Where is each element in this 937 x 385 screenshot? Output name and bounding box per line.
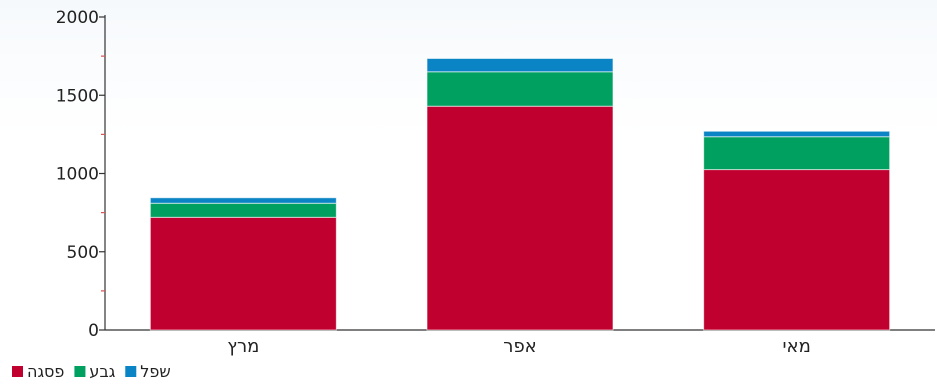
bar-segment[interactable] [149,216,337,331]
bar-segment[interactable] [426,105,614,331]
bar-segment[interactable] [426,57,614,73]
legend-label: גבע [89,362,115,381]
bar-segment[interactable] [703,130,891,138]
x-tick-label: אפר [503,336,536,357]
legend-label: שפל [140,362,170,381]
y-tick-label: 1500 [56,86,99,106]
y-tick-label: 0 [88,321,99,341]
bar-segment[interactable] [149,202,337,218]
x-axis-labels: מרץ אפר מאי [227,336,811,357]
x-tick-label: מרץ [227,336,259,357]
y-tick-label: 2000 [56,8,99,28]
bar-segment[interactable] [703,169,891,331]
bar-segment[interactable] [703,136,891,171]
legend-swatch [125,366,137,377]
y-tick-label: 1000 [56,165,99,185]
bar-segment[interactable] [426,71,614,107]
y-tick-label: 500 [67,243,99,263]
legend-label: פסגה [27,362,64,381]
bars [149,57,891,331]
legend: פסגה גבע שפל [12,362,171,381]
x-tick-label: מאי [783,336,811,357]
bar-segment[interactable] [149,197,337,204]
legend-swatch [74,366,86,377]
legend-swatch [12,366,23,377]
